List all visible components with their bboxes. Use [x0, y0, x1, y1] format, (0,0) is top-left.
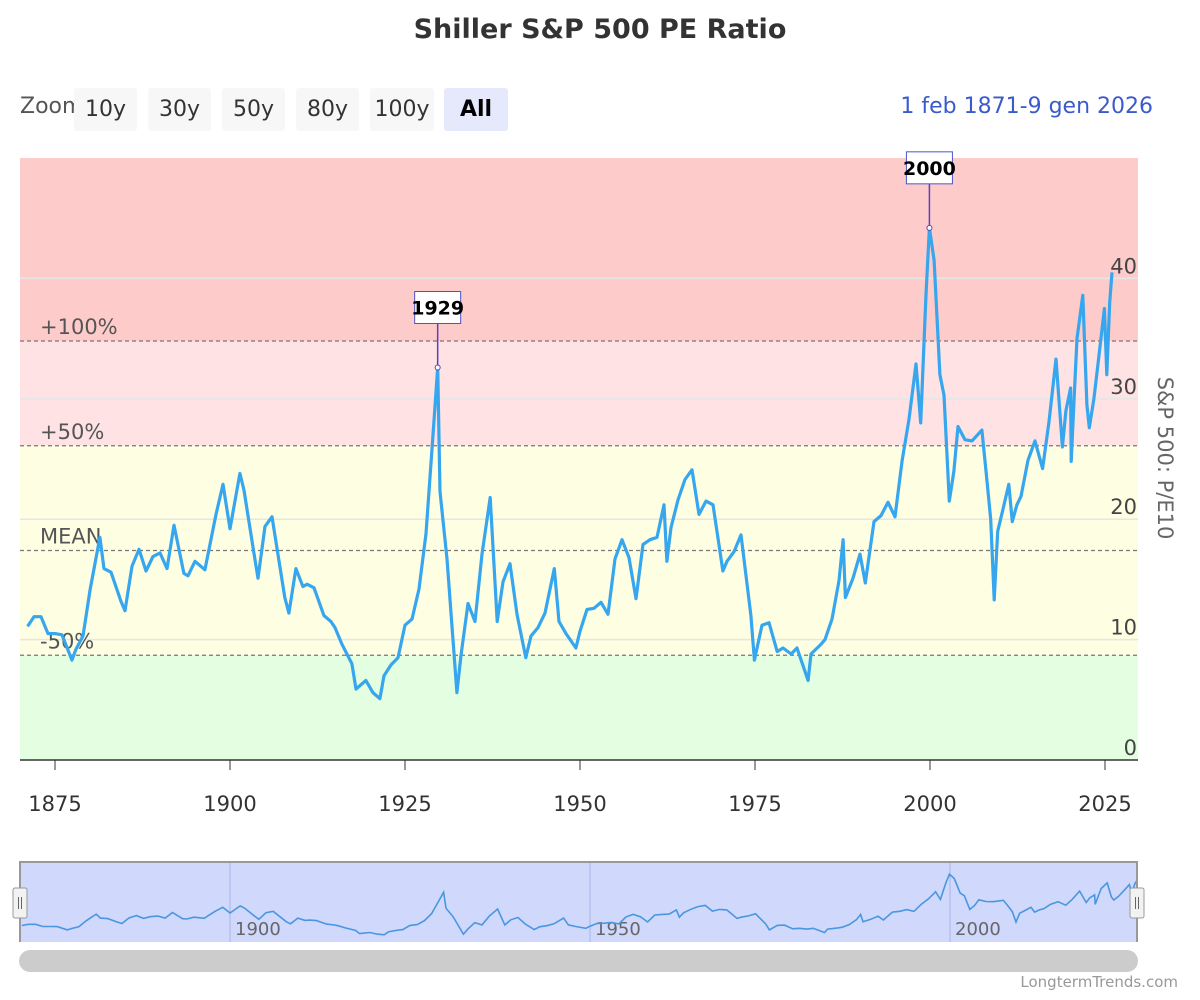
range-separator: - — [1019, 94, 1028, 119]
x-tick-label: 1900 — [203, 792, 256, 816]
x-tick-label: 1950 — [553, 792, 606, 816]
annotation-label: 1929 — [411, 297, 464, 319]
annotation-point — [434, 364, 441, 371]
range-from[interactable]: 1 feb 1871 — [900, 94, 1020, 119]
x-tick-label: 1875 — [28, 792, 81, 816]
range-to[interactable]: 9 gen 2026 — [1027, 94, 1153, 119]
band-fair — [20, 445, 1138, 656]
navigator-tick-label: 1900 — [235, 919, 281, 940]
annotation-point — [926, 224, 933, 231]
y-tick-label: 30 — [1110, 375, 1137, 399]
date-range[interactable]: 1 feb 1871-9 gen 2026 — [900, 94, 1153, 119]
x-tick-label: 2025 — [1078, 792, 1131, 816]
band-overvalued — [20, 341, 1138, 446]
navigator-tick-label: 1950 — [595, 919, 641, 940]
x-tick-label: 1975 — [728, 792, 781, 816]
zoom-label: Zoom — [20, 94, 74, 119]
chart-title: Shiller S&P 500 PE Ratio — [413, 14, 787, 45]
y-tick-label: 0 — [1124, 736, 1137, 760]
scrollbar[interactable] — [19, 950, 1138, 972]
y-tick-label: 40 — [1110, 254, 1137, 278]
annotation-label: 2000 — [903, 158, 956, 180]
reference-label: MEAN — [40, 525, 101, 549]
navigator-line — [21, 872, 1138, 936]
zoom-80y-button[interactable]: 80y — [296, 88, 359, 131]
credit-link[interactable]: LongtermTrends.com — [1020, 973, 1178, 991]
y-tick-label: 10 — [1110, 616, 1137, 640]
zoom-50y-button[interactable]: 50y — [222, 88, 285, 131]
zoom-30y-button[interactable]: 30y — [148, 88, 211, 131]
pe-ratio-line — [26, 226, 1114, 701]
zoom-100y-button[interactable]: 100y — [370, 88, 434, 131]
navigator-tick-label: 2000 — [955, 919, 1001, 940]
x-tick-label: 2000 — [903, 792, 956, 816]
band-overvalued-extreme — [20, 158, 1138, 342]
y-axis-title: S&P 500: P/E10 — [1153, 377, 1177, 540]
annotation-box — [414, 290, 462, 324]
zoom-10y-button[interactable]: 10y — [74, 88, 137, 131]
annotation-box — [905, 151, 953, 185]
x-tick-label: 1925 — [378, 792, 431, 816]
reference-label: +50% — [40, 420, 104, 444]
y-tick-label: 20 — [1110, 495, 1137, 519]
reference-label: +100% — [40, 315, 118, 339]
navigator-right-handle[interactable] — [1129, 887, 1145, 919]
navigator-left-handle[interactable] — [12, 887, 28, 919]
band-undervalued — [20, 655, 1138, 760]
zoom-all-button[interactable]: All — [444, 88, 508, 131]
